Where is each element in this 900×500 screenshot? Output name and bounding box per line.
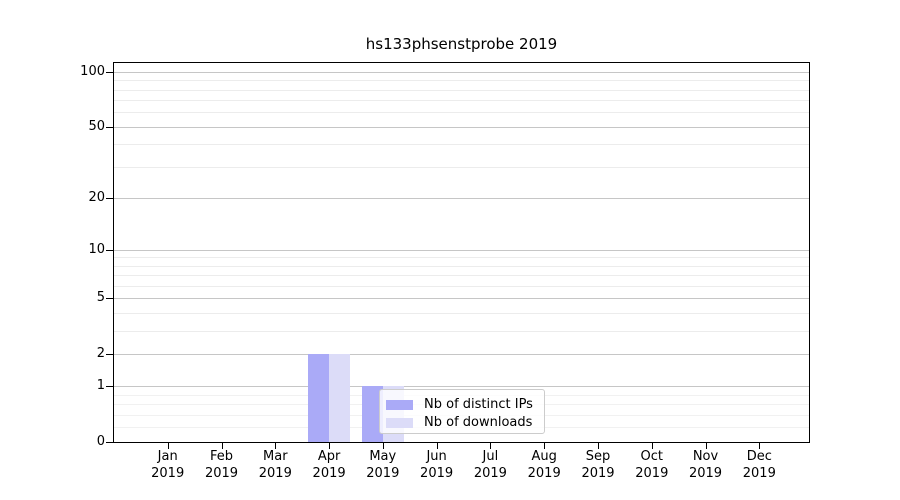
x-tick-month: Oct [640, 449, 664, 464]
x-tick-year: 2019 [473, 465, 507, 481]
x-tick-month: May [369, 449, 397, 464]
y-axis-tick [106, 197, 113, 199]
y-gridline-minor [114, 166, 809, 168]
x-axis-tick [221, 443, 223, 449]
x-tick-year: 2019 [688, 465, 723, 481]
x-axis-tick-label: Mar 2019 [247, 449, 303, 482]
y-gridline-minor [114, 144, 809, 146]
x-tick-year: 2019 [635, 465, 669, 481]
y-gridline-minor [114, 275, 809, 277]
y-gridline-minor [114, 257, 809, 259]
x-axis-tick-label: Oct 2019 [624, 449, 680, 482]
y-axis-tick [106, 126, 113, 128]
x-tick-month: Nov [692, 449, 719, 464]
bar-downloads [329, 353, 351, 442]
legend-swatch-downloads-icon [386, 417, 413, 428]
x-axis-tick-label: Jun 2019 [409, 449, 465, 482]
y-gridline-major [114, 386, 809, 388]
y-gridline-major [114, 126, 809, 128]
y-gridline-minor [114, 313, 809, 314]
x-axis-tick-label: Sep 2019 [570, 449, 626, 482]
legend-label-distinct-ips: Nb of distinct IPs [424, 397, 533, 412]
legend-item-distinct-ips: Nb of distinct IPs [386, 396, 536, 413]
y-gridline-minor [114, 80, 809, 82]
x-tick-year: 2019 [258, 465, 292, 481]
x-axis-tick [705, 443, 707, 449]
x-tick-year: 2019 [312, 465, 346, 481]
x-axis-tick [436, 443, 438, 449]
y-axis-tick-label: 100 [80, 64, 105, 79]
y-axis-tick-label: 1 [96, 378, 105, 394]
y-gridline-major [114, 353, 809, 355]
x-tick-month: Sep [585, 449, 611, 464]
x-tick-year: 2019 [742, 465, 776, 481]
y-axis-tick [106, 353, 113, 355]
x-tick-month: Mar [263, 449, 288, 464]
x-axis-tick [490, 443, 492, 449]
x-axis-tick-label: May 2019 [355, 449, 411, 482]
x-tick-month: Apr [317, 449, 341, 464]
x-axis-tick [329, 443, 331, 449]
x-tick-year: 2019 [204, 465, 239, 481]
legend: Nb of distinct IPs Nb of downloads [379, 389, 545, 434]
legend-swatch-distinct-ips-icon [386, 399, 413, 410]
bar-distinct-ips [308, 353, 330, 442]
legend-item-downloads: Nb of downloads [386, 414, 536, 431]
y-gridline-major [114, 72, 809, 73]
x-tick-month: Jul [482, 449, 499, 464]
y-gridline-minor [114, 265, 809, 267]
y-axis-tick-label: 20 [88, 189, 105, 205]
x-axis-tick [275, 443, 277, 449]
x-axis-tick-label: Feb 2019 [194, 449, 250, 482]
y-gridline-minor [114, 286, 809, 287]
bar-distinct-ips [361, 386, 383, 442]
x-tick-month: Dec [746, 449, 772, 464]
x-axis-tick [759, 443, 761, 449]
legend-label-downloads: Nb of downloads [424, 415, 533, 430]
y-axis-tick-label: 5 [96, 290, 105, 306]
y-gridline-major [114, 298, 809, 300]
x-axis-tick [651, 443, 653, 449]
x-axis-tick [382, 443, 384, 449]
y-axis-tick-label: 2 [96, 345, 105, 361]
x-axis-tick-label: Jan 2019 [140, 449, 196, 482]
x-tick-month: Jan [157, 449, 178, 464]
y-gridline-minor [114, 100, 809, 102]
x-tick-year: 2019 [151, 465, 185, 481]
y-axis-tick [106, 386, 113, 388]
y-axis-tick-label: 50 [88, 118, 105, 134]
x-axis-tick [598, 443, 599, 449]
y-axis-tick [106, 298, 113, 300]
x-tick-year: 2019 [527, 465, 561, 481]
y-gridline-minor [114, 330, 809, 332]
y-gridline-minor [114, 112, 809, 114]
x-axis-tick-label: Dec 2019 [731, 449, 787, 482]
y-axis-tick-label: 10 [88, 241, 105, 257]
x-axis-tick-label: Nov 2019 [678, 449, 734, 482]
chart-title: hs133phsenstprobe 2019 [365, 35, 558, 53]
y-gridline-major [114, 249, 809, 251]
x-axis-tick-label: Aug 2019 [516, 449, 572, 482]
y-axis-tick [106, 249, 113, 251]
y-axis-tick-label: 0 [96, 434, 105, 449]
plot-area [113, 62, 810, 443]
x-tick-month: Feb [209, 449, 234, 464]
x-tick-month: Jun [426, 449, 447, 464]
x-axis-tick-label: Apr 2019 [301, 449, 357, 482]
y-axis-tick [106, 72, 113, 73]
x-tick-year: 2019 [366, 465, 400, 481]
y-axis-tick [106, 442, 113, 443]
y-gridline-major [114, 197, 809, 199]
y-gridline-minor [114, 89, 809, 91]
x-tick-month: Aug [531, 449, 557, 464]
x-tick-year: 2019 [581, 465, 615, 481]
x-tick-year: 2019 [420, 465, 454, 481]
x-axis-tick [167, 443, 169, 449]
x-axis-tick [544, 443, 546, 449]
x-axis-tick-label: Jul 2019 [462, 449, 518, 482]
